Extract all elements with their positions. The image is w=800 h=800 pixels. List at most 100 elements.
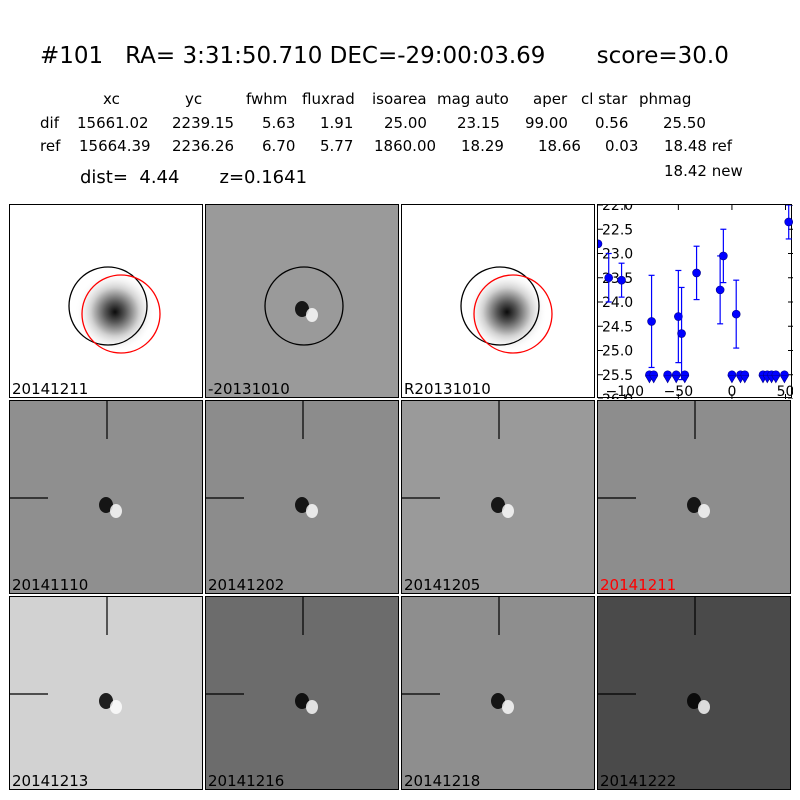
residual-dark-blob <box>99 693 113 709</box>
panel-date-label: R20131010 <box>404 380 491 398</box>
residual-bright-blob <box>306 700 318 714</box>
dif-isoarea: 25.00 <box>384 114 427 132</box>
dif-cl-star: 0.56 <box>595 114 629 132</box>
residual-dark-blob <box>491 497 505 513</box>
residual-dark-blob <box>491 693 505 709</box>
light-curve-chart: 22.022.523.023.524.024.525.025.526.0−100… <box>597 204 793 399</box>
y-tick-label: 22.0 <box>602 205 633 214</box>
y-tick-label: 23.0 <box>602 247 633 263</box>
ref-xc: 15664.39 <box>79 137 151 155</box>
residual-bright-blob <box>502 504 514 518</box>
panel-date-label: -20131010 <box>208 380 290 398</box>
residual-bright-blob <box>698 504 710 518</box>
detection-position-circle <box>81 274 161 354</box>
data-point <box>598 239 603 249</box>
residual-bright-blob <box>110 504 122 518</box>
panel-date-label: 20141211 <box>12 380 89 398</box>
col-header-phmag: phmag <box>639 90 692 108</box>
panel-epoch: 20141202 <box>205 400 399 594</box>
data-point <box>731 309 741 319</box>
y-tick-label: 25.0 <box>602 344 633 360</box>
panel-date-label: 20141222 <box>600 772 677 790</box>
y-tick-label: 24.0 <box>602 295 633 311</box>
dif-fluxrad: 1.91 <box>320 114 354 132</box>
x-tick-label: −50 <box>664 384 694 399</box>
reference-position-circle <box>68 266 148 346</box>
residual-bright-blob <box>698 700 710 714</box>
upper-limit-marker <box>771 375 781 384</box>
data-point <box>647 317 656 326</box>
dif-aper: 99.00 <box>525 114 568 132</box>
panel-date-label: 20141110 <box>12 576 89 594</box>
new-phmag: 18.42 new <box>664 162 743 180</box>
data-point <box>784 217 793 227</box>
panel-date-label: 20141213 <box>12 772 89 790</box>
col-header-cl-star: cl star <box>581 90 628 108</box>
galaxy-source <box>467 272 547 352</box>
panel-date-label: 20141202 <box>208 576 285 594</box>
col-header-fwhm: fwhm <box>246 90 288 108</box>
reference-position-circle <box>264 266 344 346</box>
ref-phmag: 18.48 ref <box>664 137 733 155</box>
dif-mag-auto: 23.15 <box>457 114 500 132</box>
panel-image-svg <box>68 266 161 354</box>
panel-epoch: 20141213 <box>9 596 203 790</box>
y-tick-label: 25.5 <box>602 368 633 384</box>
panel-image-svg <box>460 266 553 354</box>
residual-dark-blob <box>99 497 113 513</box>
data-point <box>692 268 701 278</box>
col-header-xc: xc <box>103 90 120 108</box>
col-header-yc: yc <box>185 90 203 108</box>
panel-reference-template: R20131010 <box>401 204 595 398</box>
dif-fwhm: 5.63 <box>262 114 296 132</box>
col-header-isoarea: isoarea <box>372 90 427 108</box>
panel-image-svg <box>264 266 344 346</box>
panel-epoch: 20141222 <box>597 596 791 790</box>
light-curve-svg: 22.022.523.023.524.024.525.025.526.0−100… <box>598 205 793 399</box>
panel-epoch: 20141218 <box>401 596 595 790</box>
ref-isoarea: 1860.00 <box>374 137 437 155</box>
ref-yc: 2236.26 <box>172 137 235 155</box>
dif-yc: 2239.15 <box>172 114 235 132</box>
panel-epoch: 20141205 <box>401 400 595 594</box>
residual-bright-blob <box>110 700 122 714</box>
upper-limit-marker <box>649 375 659 384</box>
panel-epoch: 20141110 <box>9 400 203 594</box>
panel-date-label: 20141216 <box>208 772 285 790</box>
residual-dark-blob <box>295 497 309 513</box>
data-point <box>674 312 683 321</box>
ref-cl-star: 0.03 <box>605 137 639 155</box>
dif-phmag: 25.50 <box>663 114 706 132</box>
upper-limit-marker <box>680 375 690 384</box>
panel-epoch: 20141216 <box>205 596 399 790</box>
residual-dark-blob <box>687 497 701 513</box>
y-tick-label: 24.5 <box>602 319 633 335</box>
residual-dark-blob <box>687 693 701 709</box>
data-point <box>719 251 728 261</box>
residual-bright-blob <box>306 308 318 322</box>
residual-dark-blob <box>295 301 309 317</box>
col-header-aper: aper <box>533 90 568 108</box>
panel-date-label: 20141205 <box>404 576 481 594</box>
panel-date-label: 20141218 <box>404 772 481 790</box>
col-header-fluxrad: fluxrad <box>302 90 355 108</box>
ref-aper: 18.66 <box>538 137 581 155</box>
panel-image-svg <box>402 597 514 714</box>
panel-image-svg <box>598 597 710 714</box>
x-tick-label: 0 <box>727 384 736 399</box>
panel-epoch: 20141211 <box>597 400 791 594</box>
upper-limit-marker <box>740 375 750 384</box>
dif-xc: 15661.02 <box>77 114 149 132</box>
detection-position-circle <box>473 274 553 354</box>
col-header-mag-auto: mag auto <box>437 90 509 108</box>
upper-limit-marker <box>779 375 789 384</box>
data-point <box>617 275 626 285</box>
data-point <box>715 285 725 295</box>
panel-ref-image: 20141211 <box>9 204 203 398</box>
upper-limit-marker <box>671 375 681 384</box>
data-point <box>604 273 614 283</box>
ref-mag-auto: 18.29 <box>461 137 504 155</box>
panel-image-svg <box>402 401 514 518</box>
row-label-dif: dif <box>40 114 59 132</box>
residual-bright-blob <box>306 504 318 518</box>
